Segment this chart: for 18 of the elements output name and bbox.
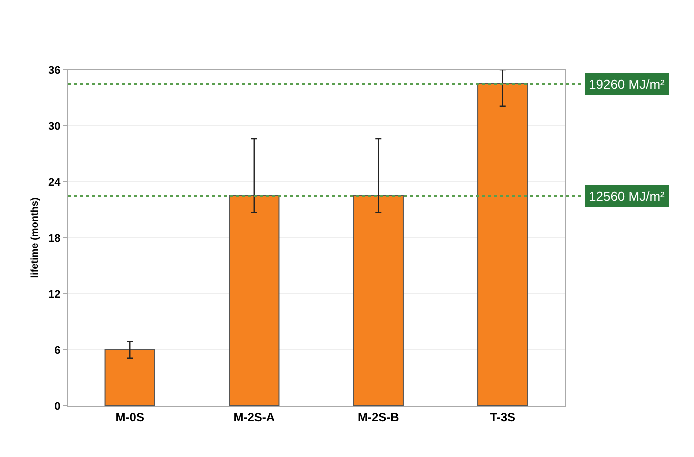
x-tick-label: M-2S-B [358, 410, 400, 424]
ref-line-label: 12560 MJ/m² [589, 189, 666, 204]
y-tick-label: 36 [48, 64, 61, 77]
bar [353, 196, 404, 406]
y-axis-title: lifetime (months) [30, 198, 41, 278]
bar [478, 84, 528, 406]
y-tick-label: 0 [54, 400, 61, 413]
bar [229, 196, 280, 406]
y-tick-label: 24 [48, 176, 62, 189]
y-tick-label: 6 [54, 344, 61, 357]
x-tick-label: T-3S [490, 410, 516, 424]
bar [104, 350, 156, 406]
ref-line-label: 19260 MJ/m² [589, 77, 666, 92]
y-tick-label: 12 [48, 288, 61, 301]
x-tick-label: M-0S [116, 410, 144, 424]
y-tick-label: 30 [48, 120, 61, 133]
x-tick-label: M-2S-A [234, 410, 276, 424]
y-tick-label: 18 [48, 232, 61, 245]
